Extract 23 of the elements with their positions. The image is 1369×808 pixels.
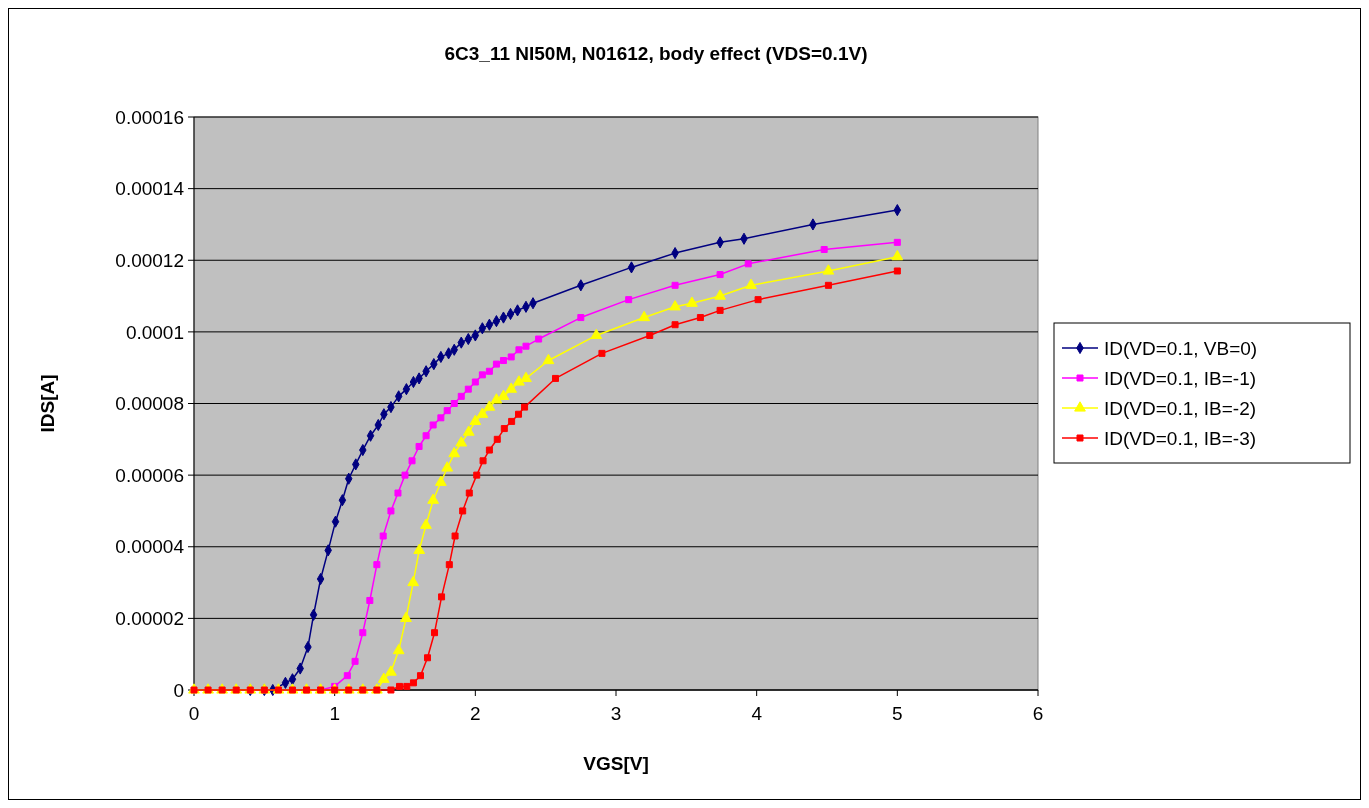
legend-label: ID(VD=0.1, VB=0) — [1104, 337, 1258, 359]
x-axis-title: VGS[V] — [583, 753, 649, 774]
x-tick-label: 6 — [1032, 703, 1044, 724]
x-tick-label: 3 — [610, 703, 622, 724]
y-tick-label: 0.00008 — [115, 393, 184, 415]
y-tick-label: 0.00012 — [115, 249, 184, 271]
y-tick-label: 0 — [173, 679, 184, 701]
y-tick-label: 0.00006 — [115, 464, 184, 486]
y-axis-title: IDS[A] — [37, 374, 58, 433]
legend-label: ID(VD=0.1, IB=-2) — [1104, 397, 1257, 419]
x-tick-label: 2 — [470, 703, 481, 724]
y-tick-label: 0.00016 — [115, 106, 184, 128]
legend-label: ID(VD=0.1, IB=-1) — [1104, 367, 1257, 389]
chart-title: 6C3_11 NI50M, N01612, body effect (VDS=0.1V) — [444, 43, 868, 64]
y-tick-label: 0.00004 — [115, 536, 185, 558]
x-tick-label: 4 — [751, 703, 763, 724]
x-tick-label: 5 — [892, 703, 903, 724]
y-tick-label: 0.0001 — [125, 321, 184, 343]
legend-label: ID(VD=0.1, IB=-3) — [1104, 427, 1257, 449]
y-tick-label: 0.00002 — [115, 608, 184, 630]
y-tick-label: 0.00014 — [115, 178, 185, 200]
x-tick-label: 1 — [329, 703, 340, 724]
x-tick-label: 0 — [188, 703, 200, 724]
